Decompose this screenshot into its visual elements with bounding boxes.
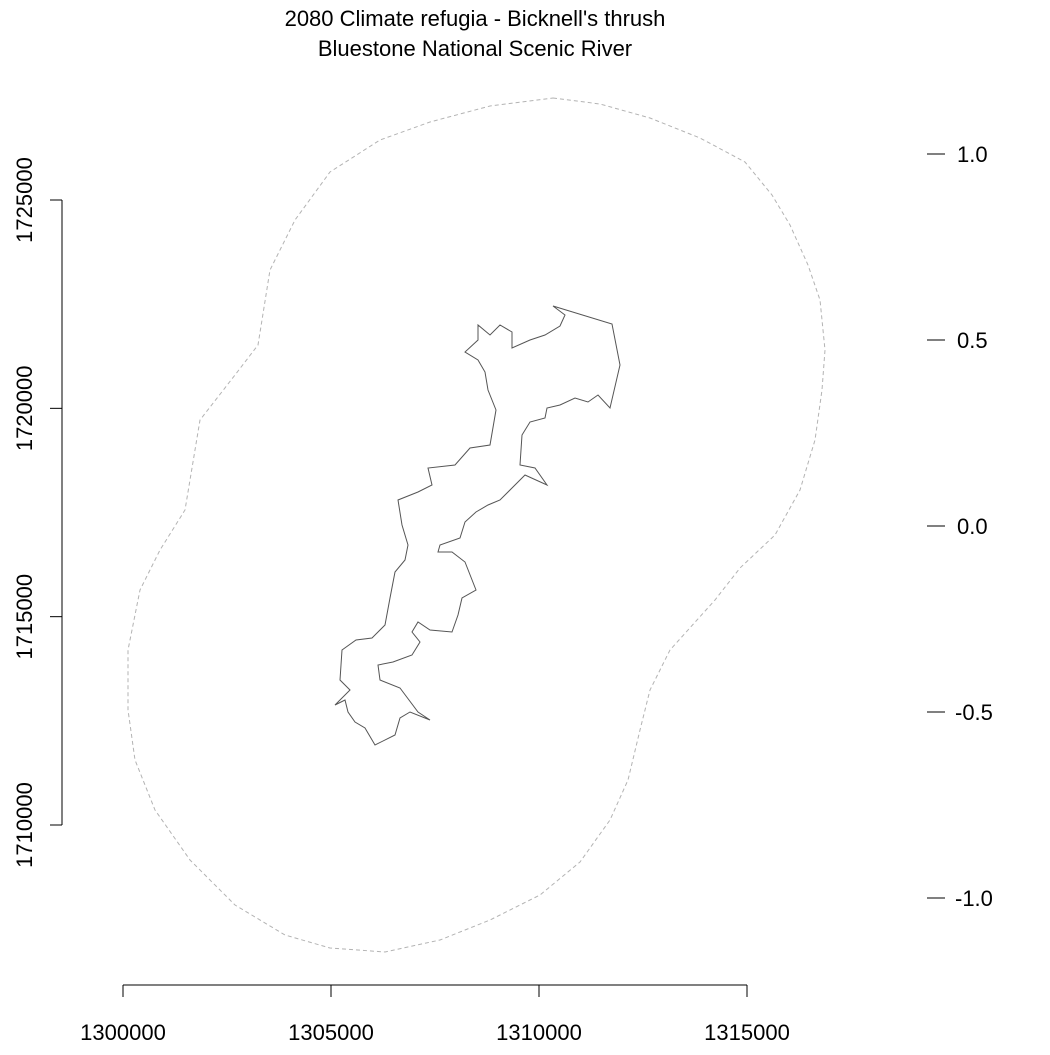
y-tick-label: 1725000	[12, 157, 37, 243]
legend-tick-label: -0.5	[955, 700, 993, 725]
x-tick-label: 1315000	[704, 1020, 790, 1045]
title-line-1: 2080 Climate refugia - Bicknell's thrush	[285, 6, 666, 31]
y-tick-label: 1720000	[12, 366, 37, 452]
x-tick-label: 1300000	[80, 1020, 166, 1045]
title-line-2: Bluestone National Scenic River	[318, 36, 632, 61]
park-boundary	[334, 305, 621, 746]
legend-tick-label: 0.0	[957, 514, 988, 539]
y-tick-label: 1715000	[12, 574, 37, 660]
x-tick-label: 1310000	[496, 1020, 582, 1045]
legend-tick-label: 1.0	[957, 142, 988, 167]
y-axis: 1710000 1715000 1720000 1725000	[12, 157, 63, 868]
x-tick-label: 1305000	[288, 1020, 374, 1045]
buffer-boundary	[127, 97, 826, 953]
legend-scale: 1.0 0.5 0.0 -0.5 -1.0	[927, 142, 993, 911]
legend-tick-label: -1.0	[955, 886, 993, 911]
y-tick-label: 1710000	[12, 782, 37, 868]
x-axis: 1300000 1305000 1310000 1315000	[80, 984, 790, 1045]
legend-tick-label: 0.5	[957, 328, 988, 353]
